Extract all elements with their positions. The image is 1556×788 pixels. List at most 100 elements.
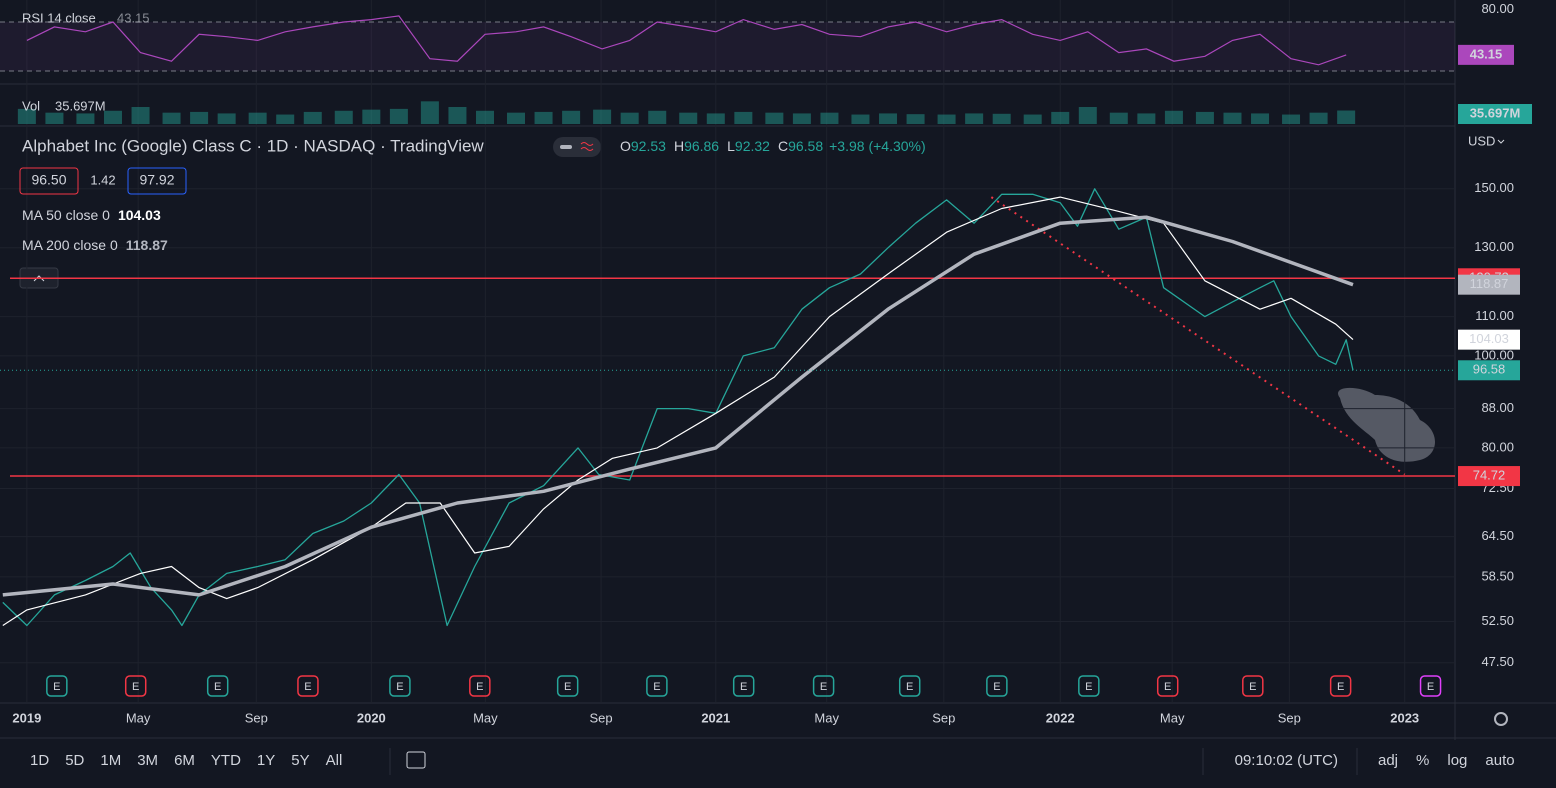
range-button[interactable]: 5D (65, 752, 84, 769)
ma-value: 104.03 (118, 207, 161, 223)
volume-bar (765, 112, 784, 124)
bid-box[interactable] (19, 167, 79, 195)
range-button[interactable]: YTD (211, 752, 241, 769)
range-button[interactable]: 6M (174, 752, 195, 769)
rsi-badge-label: 43.15 (1470, 46, 1503, 61)
x-tick-label: May (126, 710, 151, 725)
volume-bar (1337, 110, 1356, 124)
volume-bar (1309, 112, 1328, 124)
volume-bar (706, 113, 725, 124)
volume-bar (648, 110, 667, 124)
volume-bar (1282, 114, 1301, 124)
volume-bar (303, 111, 322, 124)
volume-bar (593, 109, 612, 124)
earnings-icon[interactable] (812, 675, 835, 697)
currency-chevron (1497, 139, 1505, 144)
x-tick-label: Sep (932, 710, 955, 725)
earnings-icon[interactable] (556, 675, 579, 697)
x-tick-label: 2020 (357, 710, 386, 725)
y-tick-label: 80.00 (1481, 439, 1514, 454)
price-badge-label: 74.72 (1473, 467, 1506, 482)
volume-bar (190, 111, 209, 124)
price-badge (1458, 274, 1520, 295)
flag-pill[interactable] (553, 137, 601, 157)
earnings-label: E (476, 681, 483, 693)
earnings-icon[interactable] (1329, 675, 1352, 697)
ask-box[interactable] (127, 167, 187, 195)
scale-option[interactable]: % (1416, 752, 1429, 769)
volume-bar (820, 112, 839, 124)
earnings-icon[interactable] (297, 675, 319, 697)
clock: 09:10:02 (UTC) (1235, 752, 1338, 769)
earnings-icon[interactable] (1078, 675, 1100, 697)
date-range-icon[interactable] (406, 751, 426, 769)
bid-price: 96.50 (31, 172, 66, 188)
volume-bar (217, 113, 236, 124)
earnings-icon[interactable] (389, 675, 411, 697)
volume-bar (965, 113, 984, 124)
earnings-label: E (564, 681, 571, 693)
x-tick-label: May (1160, 710, 1185, 725)
range-button[interactable]: 5Y (291, 752, 309, 769)
volume-bar (851, 114, 870, 124)
vol-badge-label: 35.697M (1470, 105, 1521, 120)
earnings-label: E (1249, 681, 1256, 693)
volume-bar (389, 108, 408, 124)
earnings-label: E (53, 681, 60, 693)
volume-bar (792, 113, 811, 124)
earnings-icon[interactable] (646, 675, 668, 697)
volume-bar (1137, 113, 1156, 124)
price-badge (1458, 466, 1520, 487)
volume-bar (534, 111, 553, 124)
volume-bar (562, 110, 581, 124)
ma-legend: MA 200 close 0 118.87 (22, 237, 168, 253)
volume-bar (1051, 111, 1070, 124)
earnings-label: E (906, 681, 913, 693)
earnings-icon[interactable] (206, 675, 229, 697)
x-tick-label: May (473, 710, 498, 725)
pill-icon (580, 142, 594, 151)
ask-price: 97.92 (139, 172, 174, 188)
ohlc-key: L (727, 138, 735, 154)
earnings-icon[interactable] (986, 675, 1008, 697)
earnings-icon[interactable] (898, 675, 921, 697)
trendline (990, 196, 1406, 476)
settings-icon[interactable] (1494, 712, 1508, 726)
y-tick-label: 110.00 (1475, 308, 1514, 323)
range-button[interactable]: 1D (30, 752, 49, 769)
earnings-icon[interactable] (46, 675, 68, 697)
volume-bar (334, 110, 353, 124)
range-button[interactable]: 1M (100, 752, 121, 769)
scale-option[interactable]: auto (1485, 752, 1514, 769)
earnings-label: E (993, 681, 1000, 693)
ohlc-key: H (674, 138, 684, 154)
scale-option[interactable]: adj (1378, 752, 1398, 769)
volume-bar (420, 101, 439, 124)
volume-bar (45, 112, 64, 124)
range-button[interactable]: 3M (137, 752, 158, 769)
spread: 1.42 (90, 172, 115, 187)
earnings-icon[interactable] (469, 675, 491, 697)
symbol-title: Alphabet Inc (Google) Class C · 1D · NAS… (22, 136, 484, 155)
ma-name: MA 50 close 0 (22, 207, 110, 223)
volume-bar (1109, 112, 1128, 124)
x-tick-label: 2019 (12, 710, 41, 725)
ma-name: MA 200 close 0 (22, 237, 118, 253)
price-badge (1458, 360, 1520, 381)
range-button[interactable]: All (326, 752, 343, 769)
earnings-icon[interactable] (1419, 675, 1442, 697)
earnings-icon[interactable] (732, 675, 755, 697)
scale-option[interactable]: log (1447, 752, 1467, 769)
ohlc-value: 96.86 (684, 138, 719, 154)
ohlc-value: 92.32 (735, 138, 770, 154)
volume-bar (734, 111, 753, 124)
volume-bar (162, 112, 181, 124)
y-tick-label: 52.50 (1481, 613, 1514, 628)
range-button[interactable]: 1Y (257, 752, 275, 769)
currency: USD (1468, 133, 1495, 148)
earnings-icon[interactable] (1242, 675, 1264, 697)
earnings-icon[interactable] (1156, 675, 1179, 697)
volume-bar (1078, 107, 1097, 124)
earnings-icon[interactable] (124, 675, 147, 697)
